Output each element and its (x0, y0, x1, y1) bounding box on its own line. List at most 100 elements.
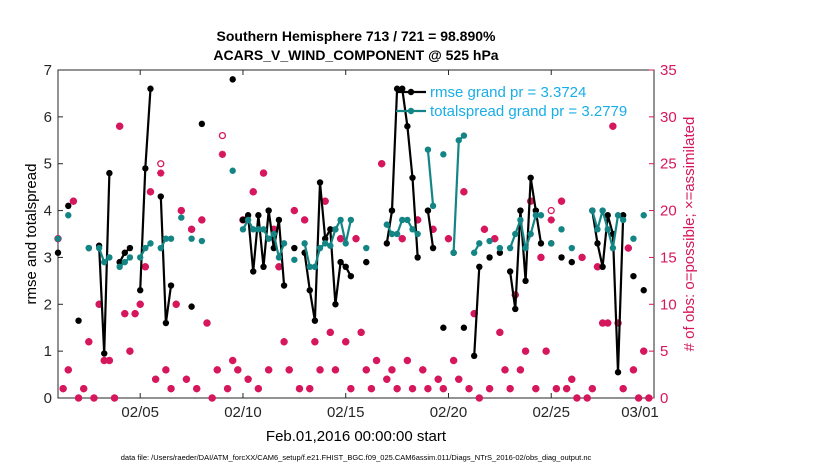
point (363, 258, 370, 266)
point (424, 207, 432, 214)
plot-frame (57, 69, 655, 399)
point (332, 301, 339, 308)
point (321, 240, 329, 247)
assimilated-marker (321, 197, 329, 205)
assimilated-marker (285, 366, 293, 374)
point (306, 263, 313, 270)
y-tick-label: 0 (44, 390, 52, 407)
point (347, 216, 355, 224)
assimilated-marker (249, 188, 257, 196)
point (609, 244, 617, 252)
point (506, 244, 514, 252)
point (537, 240, 545, 247)
assimilated-marker (583, 394, 591, 402)
assimilated-marker (152, 375, 160, 383)
point (116, 263, 123, 270)
assimilated-marker (218, 150, 227, 158)
assimilated-marker (357, 328, 365, 336)
point (65, 212, 72, 219)
point (167, 235, 175, 242)
point (558, 254, 565, 261)
point (101, 258, 108, 266)
point (332, 226, 339, 233)
point (599, 207, 606, 214)
point (126, 244, 134, 252)
assimilated-marker (208, 394, 216, 402)
point (532, 207, 540, 214)
point (414, 254, 421, 261)
point (409, 174, 416, 181)
point (337, 216, 344, 224)
chart-title: Southern Hemisphere 713 / 721 = 98.890% (217, 28, 497, 44)
point (178, 214, 185, 221)
point (327, 242, 334, 249)
assimilated-marker (573, 394, 581, 402)
assimilated-marker (563, 385, 571, 393)
point (229, 76, 236, 83)
point (496, 249, 504, 256)
assimilated-marker (547, 216, 555, 224)
assimilated-marker (542, 347, 550, 355)
point (517, 216, 524, 224)
y-tick-label: 3 (44, 249, 52, 266)
point (291, 244, 298, 252)
point (476, 263, 483, 270)
assimilated-marker (167, 385, 175, 393)
assimilated-marker (475, 394, 483, 402)
assimilated-marker (193, 385, 201, 393)
point (383, 240, 391, 247)
point (558, 226, 565, 233)
y2-tick-label: 35 (660, 62, 677, 79)
point (54, 249, 62, 256)
point (470, 249, 478, 256)
point (429, 244, 437, 252)
assimilated-marker (121, 310, 129, 318)
possible-marker (218, 131, 227, 140)
possible-marker (547, 206, 555, 215)
assimilated-marker (213, 366, 221, 374)
point (599, 263, 606, 270)
point (404, 123, 411, 130)
point (614, 369, 622, 376)
point (522, 244, 529, 252)
assimilated-marker (408, 385, 417, 393)
assimilated-marker (609, 122, 617, 130)
point (54, 235, 62, 242)
point (121, 249, 128, 256)
assimilated-marker (116, 122, 124, 130)
point (106, 169, 113, 177)
assimilated-marker (85, 338, 93, 346)
assimilated-marker (100, 356, 108, 365)
assimilated-marker (506, 385, 514, 393)
assimilated-marker (568, 375, 576, 383)
y2-tick-label: 10 (660, 296, 677, 313)
assimilated-marker (336, 235, 345, 243)
point (470, 352, 478, 360)
point (399, 85, 406, 92)
point (640, 212, 647, 219)
point (239, 216, 247, 224)
point (414, 230, 421, 238)
y2-tick-label: 5 (660, 343, 668, 360)
point (244, 212, 252, 219)
point (301, 240, 308, 247)
point (342, 263, 349, 270)
assimilated-marker (259, 169, 268, 177)
assimilated-marker (624, 244, 632, 252)
assimilated-marker (552, 385, 560, 393)
assimilated-marker (352, 235, 360, 243)
point (429, 202, 437, 210)
assimilated-marker (342, 338, 350, 346)
point (537, 212, 545, 219)
assimilated-marker (270, 225, 278, 233)
assimilated-marker (578, 253, 586, 262)
point (301, 249, 308, 256)
assimilated-marker (614, 319, 622, 327)
point (460, 324, 468, 331)
assimilated-marker (306, 385, 314, 393)
point (619, 212, 627, 219)
point (106, 254, 113, 261)
assimilated-marker (362, 366, 370, 374)
assimilated-marker (234, 366, 242, 374)
assimilated-marker (295, 385, 304, 393)
